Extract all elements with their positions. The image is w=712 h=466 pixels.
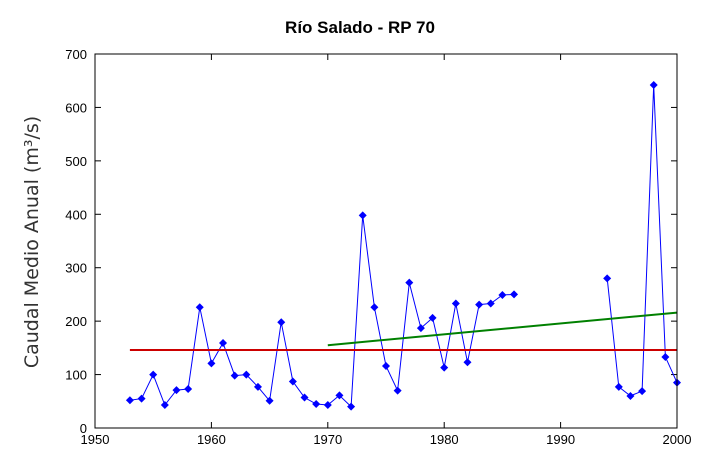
data-point xyxy=(160,401,169,410)
data-point xyxy=(382,362,390,371)
y-tick-label: 300 xyxy=(65,261,87,276)
data-point xyxy=(393,386,402,395)
y-tick-label: 0 xyxy=(80,421,87,436)
y-tick-label: 500 xyxy=(65,154,87,169)
data-point xyxy=(230,371,239,380)
data-point xyxy=(358,211,367,220)
x-tick-label: 1960 xyxy=(197,432,226,447)
data-point xyxy=(242,370,251,379)
data-point xyxy=(661,352,670,361)
reference-line-2 xyxy=(327,311,678,347)
data-point xyxy=(347,402,356,411)
y-tick-label: 100 xyxy=(65,368,87,383)
data-point xyxy=(649,80,658,89)
data-point xyxy=(405,278,414,287)
data-point xyxy=(149,370,158,379)
data-point xyxy=(137,394,146,403)
x-tick-label: 1950 xyxy=(81,432,110,447)
data-point xyxy=(253,382,262,391)
data-point xyxy=(172,386,181,395)
x-tick-label: 1980 xyxy=(430,432,459,447)
data-point xyxy=(323,401,332,410)
plot-frame xyxy=(94,53,678,429)
x-tick-label: 1970 xyxy=(313,432,342,447)
data-point xyxy=(451,299,460,308)
data-point xyxy=(195,303,204,312)
data-point xyxy=(498,290,507,299)
chart-title: Río Salado - RP 70 xyxy=(285,18,435,37)
x-tick-label: 1990 xyxy=(546,432,575,447)
data-point xyxy=(300,393,309,402)
data-point xyxy=(428,313,437,322)
data-point xyxy=(486,299,495,308)
tick-layer: 1950 1960 1970 1980 1990 2000 0 100 200 300 400 500… xyxy=(65,47,691,447)
data-point xyxy=(207,359,216,368)
series-line xyxy=(129,215,515,408)
data-point xyxy=(603,274,612,283)
y-tick-label: 600 xyxy=(65,100,87,115)
y-axis-label: Caudal Medio Anual (m³/s) xyxy=(21,116,43,368)
data-point xyxy=(335,391,344,400)
data-point xyxy=(463,358,472,367)
y-tick-label: 200 xyxy=(65,314,87,329)
data-point xyxy=(614,382,623,391)
x-tick-label: 2000 xyxy=(663,432,692,447)
data-point xyxy=(277,318,286,327)
data-point xyxy=(265,396,274,405)
data-point xyxy=(288,377,297,386)
data-point xyxy=(184,384,193,393)
data-point xyxy=(475,300,484,309)
data-point xyxy=(638,387,647,396)
y-tick-label: 400 xyxy=(65,207,87,222)
y-tick-label: 700 xyxy=(65,47,87,62)
data-point xyxy=(370,303,379,312)
data-point xyxy=(416,324,425,333)
data-point xyxy=(626,391,635,400)
data-point xyxy=(440,363,449,372)
data-point xyxy=(312,399,321,408)
data-point xyxy=(510,290,519,299)
data-point xyxy=(125,396,134,405)
series-layer xyxy=(125,80,681,411)
data-point xyxy=(219,339,228,348)
